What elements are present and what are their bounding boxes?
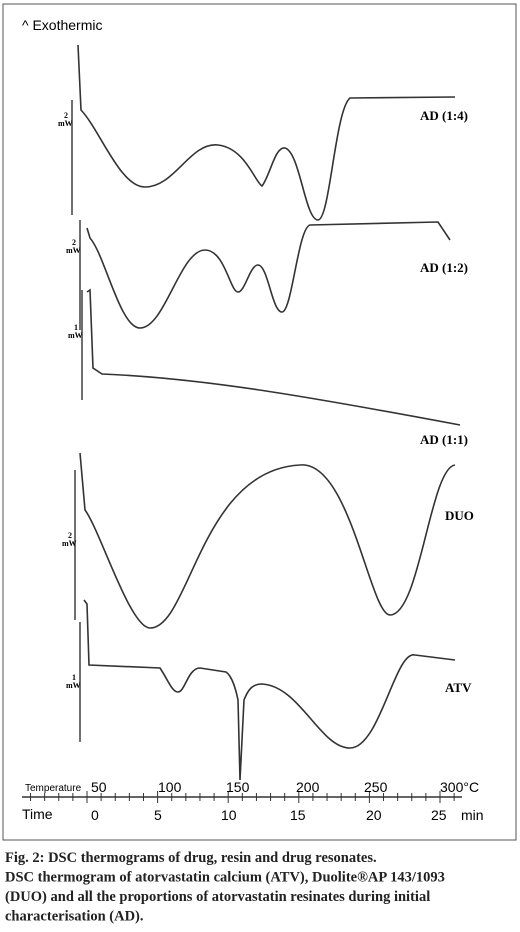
- caption-line: Fig. 2: DSC thermograms of drug, resin a…: [5, 850, 377, 866]
- curve-ad14: [77, 44, 456, 221]
- temperature-label: 150: [226, 779, 250, 795]
- temperature-label: 200: [296, 779, 320, 795]
- scale-value: 2: [72, 238, 76, 247]
- curve-ad11: [86, 288, 461, 426]
- curve-label: DUO: [445, 508, 474, 523]
- curve-label: AD (1:4): [420, 108, 468, 123]
- time-label: 5: [154, 807, 162, 823]
- time-label: 15: [290, 807, 306, 823]
- scale-unit: mW: [66, 246, 81, 255]
- scale-value: 1: [74, 323, 78, 332]
- curve-label: AD (1:1): [420, 432, 468, 447]
- time-label: 20: [366, 807, 382, 823]
- caption-line: (DUO) and all the proportions of atorvas…: [5, 889, 430, 905]
- scale-unit: mW: [68, 331, 83, 340]
- caption-line: DSC thermogram of atorvastatin calcium (…: [5, 870, 445, 886]
- scale-value: 2: [68, 531, 72, 540]
- time-label: 25: [431, 807, 447, 823]
- scale-unit: mW: [58, 119, 73, 128]
- temperature-label: 100: [158, 779, 182, 795]
- temperature-label: 250: [364, 779, 388, 795]
- scale-unit: mW: [62, 539, 77, 548]
- curve-label: AD (1:2): [420, 260, 468, 275]
- figure-border: [2, 3, 517, 841]
- curve-ad12: [86, 221, 451, 329]
- scale-value: 2: [64, 111, 68, 120]
- exotherm-label: ^ Exothermic: [22, 17, 102, 33]
- temperature-label: 50: [91, 779, 107, 795]
- curve-label: ATV: [445, 680, 472, 695]
- scale-unit: mW: [66, 681, 81, 690]
- time-label: min: [461, 807, 484, 823]
- time-label: 10: [221, 807, 237, 823]
- curve-atv: [83, 599, 456, 781]
- scale-value: 1: [72, 673, 76, 682]
- temperature-title: Temperature: [25, 783, 82, 794]
- temperature-label: 300°C: [440, 779, 479, 795]
- time-title: Time: [22, 806, 53, 822]
- caption-line: characterisation (AD).: [5, 909, 144, 925]
- time-label: 0: [91, 807, 99, 823]
- curve-duo: [79, 452, 456, 629]
